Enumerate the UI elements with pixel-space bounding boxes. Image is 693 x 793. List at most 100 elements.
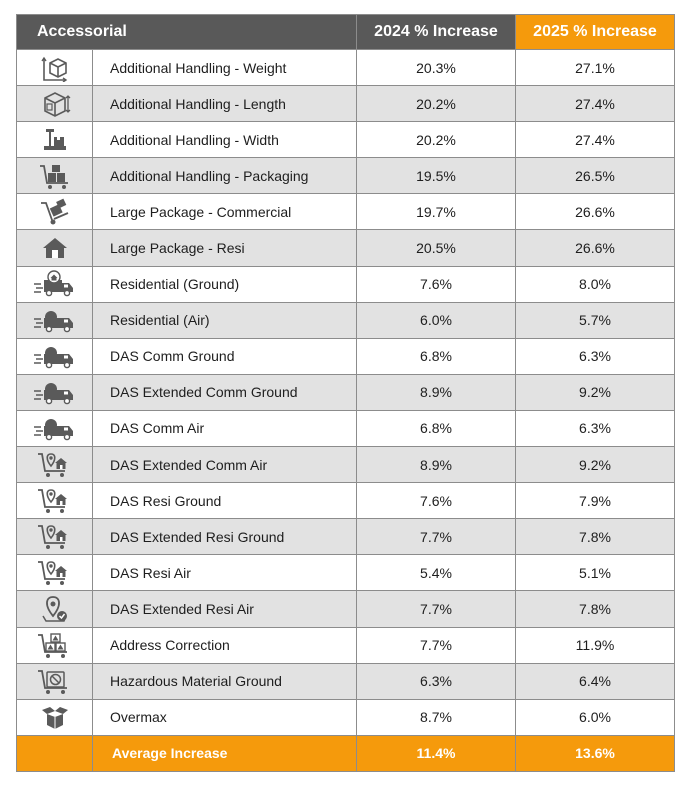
increase-2024: 19.7%: [356, 193, 516, 231]
increase-2024: 6.0%: [356, 301, 516, 339]
cart-boxes-icon: [17, 162, 92, 190]
box-length-icon: [17, 90, 92, 118]
hand-truck-icon: [17, 198, 92, 226]
accessorial-name: DAS Extended Comm Air: [92, 446, 357, 484]
increase-2025: 6.4%: [515, 662, 675, 700]
table-row: Address Correction 7.7% 11.9%: [16, 626, 675, 664]
average-label: Average Increase: [92, 734, 357, 772]
increase-2024: 7.7%: [356, 518, 516, 556]
increase-2025: 27.1%: [515, 48, 675, 87]
increase-2024: 8.7%: [356, 698, 516, 736]
delivery-truck-icon: [17, 414, 92, 442]
increase-2025: 8.0%: [515, 265, 675, 303]
table-row: DAS Extended Resi Air 7.7% 7.8%: [16, 590, 675, 628]
table-row: DAS Comm Ground 6.8% 6.3%: [16, 337, 675, 375]
accessorial-name: DAS Extended Resi Air: [92, 590, 357, 628]
increase-2025: 6.3%: [515, 409, 675, 448]
accessorial-name: Additional Handling - Width: [92, 121, 357, 159]
accessorial-name: Residential (Air): [92, 301, 357, 339]
table-row: Additional Handling - Length 20.2% 27.4%: [16, 85, 675, 123]
cart-pin-house-icon: [17, 487, 92, 515]
increase-2025: 5.1%: [515, 554, 675, 592]
delivery-truck-icon: [17, 378, 92, 406]
table-row: Large Package - Commercial 19.7% 26.6%: [16, 193, 675, 231]
average-2024: 11.4%: [356, 734, 516, 772]
header-2025-increase: 2025 % Increase: [515, 14, 675, 50]
increase-2025: 26.5%: [515, 157, 675, 195]
increase-2025: 9.2%: [515, 373, 675, 411]
increase-2025: 7.8%: [515, 518, 675, 556]
accessorial-rates-table: Accessorial 2024 % Increase 2025 % Incre…: [16, 14, 675, 772]
cart-warning-boxes-icon: [17, 631, 92, 659]
increase-2024: 19.5%: [356, 157, 516, 195]
accessorial-rates-table-container: Accessorial 2024 % Increase 2025 % Incre…: [16, 14, 675, 772]
increase-2024: 8.9%: [356, 373, 516, 411]
table-row: Additional Handling - Weight 20.3% 27.1%: [16, 48, 675, 87]
increase-2024: 8.9%: [356, 446, 516, 484]
table-row: Additional Handling - Width 20.2% 27.4%: [16, 121, 675, 159]
increase-2025: 26.6%: [515, 193, 675, 231]
accessorial-name: Additional Handling - Packaging: [92, 157, 357, 195]
average-2025: 13.6%: [515, 734, 675, 772]
accessorial-name: Hazardous Material Ground: [92, 662, 357, 700]
accessorial-name: Large Package - Resi: [92, 229, 357, 267]
increase-2025: 7.9%: [515, 482, 675, 520]
accessorial-name: DAS Comm Air: [92, 409, 357, 448]
increase-2024: 5.4%: [356, 554, 516, 592]
table-row: Residential (Ground) 7.6% 8.0%: [16, 265, 675, 303]
table-row: Overmax 8.7% 6.0%: [16, 698, 675, 736]
header-accessorial: Accessorial: [16, 14, 357, 50]
delivery-truck-icon: [17, 306, 92, 334]
table-row: DAS Resi Ground 7.6% 7.9%: [16, 482, 675, 520]
table-row: DAS Comm Air 6.8% 6.3%: [16, 409, 675, 448]
accessorial-name: Large Package - Commercial: [92, 193, 357, 231]
delivery-truck-icon: [17, 342, 92, 370]
accessorial-name: DAS Extended Resi Ground: [92, 518, 357, 556]
accessorial-name: DAS Resi Air: [92, 554, 357, 592]
accessorial-name: Residential (Ground): [92, 265, 357, 303]
table-row: DAS Extended Comm Ground 8.9% 9.2%: [16, 373, 675, 411]
accessorial-name: DAS Comm Ground: [92, 337, 357, 375]
table-row: Additional Handling - Packaging 19.5% 26.5…: [16, 157, 675, 195]
accessorial-name: Additional Handling - Weight: [92, 48, 357, 87]
increase-2024: 7.7%: [356, 590, 516, 628]
header-2024-increase: 2024 % Increase: [356, 14, 516, 50]
increase-2024: 6.8%: [356, 337, 516, 375]
table-row: DAS Extended Comm Air 8.9% 9.2%: [16, 446, 675, 484]
accessorial-name: Overmax: [92, 698, 357, 736]
table-row: Large Package - Resi 20.5% 26.6%: [16, 229, 675, 267]
increase-2025: 9.2%: [515, 446, 675, 484]
cart-pin-house-icon: [17, 523, 92, 551]
increase-2025: 7.8%: [515, 590, 675, 628]
header-row: Accessorial 2024 % Increase 2025 % Incre…: [16, 14, 675, 50]
accessorial-name: DAS Resi Ground: [92, 482, 357, 520]
table-row: Residential (Air) 6.0% 5.7%: [16, 301, 675, 339]
average-icon-cell: [16, 734, 93, 772]
cart-hazard-icon: [17, 667, 92, 695]
table-row: DAS Extended Resi Ground 7.7% 7.8%: [16, 518, 675, 556]
increase-2025: 6.0%: [515, 698, 675, 736]
increase-2025: 27.4%: [515, 121, 675, 159]
increase-2024: 20.2%: [356, 121, 516, 159]
accessorial-name: Additional Handling - Length: [92, 85, 357, 123]
increase-2024: 6.3%: [356, 662, 516, 700]
increase-2024: 6.8%: [356, 409, 516, 448]
open-box-icon: [17, 703, 92, 731]
increase-2024: 20.5%: [356, 229, 516, 267]
box-weight-icon: [17, 54, 92, 82]
increase-2024: 20.2%: [356, 85, 516, 123]
accessorial-name: Address Correction: [92, 626, 357, 664]
increase-2025: 5.7%: [515, 301, 675, 339]
house-icon: [17, 234, 92, 262]
increase-2024: 7.6%: [356, 482, 516, 520]
increase-2025: 27.4%: [515, 85, 675, 123]
cart-pin-house-icon: [17, 559, 92, 587]
location-pin-check-icon: [17, 595, 92, 623]
increase-2024: 20.3%: [356, 48, 516, 87]
table-row: Hazardous Material Ground 6.3% 6.4%: [16, 662, 675, 700]
increase-2025: 26.6%: [515, 229, 675, 267]
increase-2024: 7.6%: [356, 265, 516, 303]
increase-2025: 11.9%: [515, 626, 675, 664]
cart-pin-house-icon: [17, 451, 92, 479]
delivery-truck-house-icon: [17, 270, 92, 298]
